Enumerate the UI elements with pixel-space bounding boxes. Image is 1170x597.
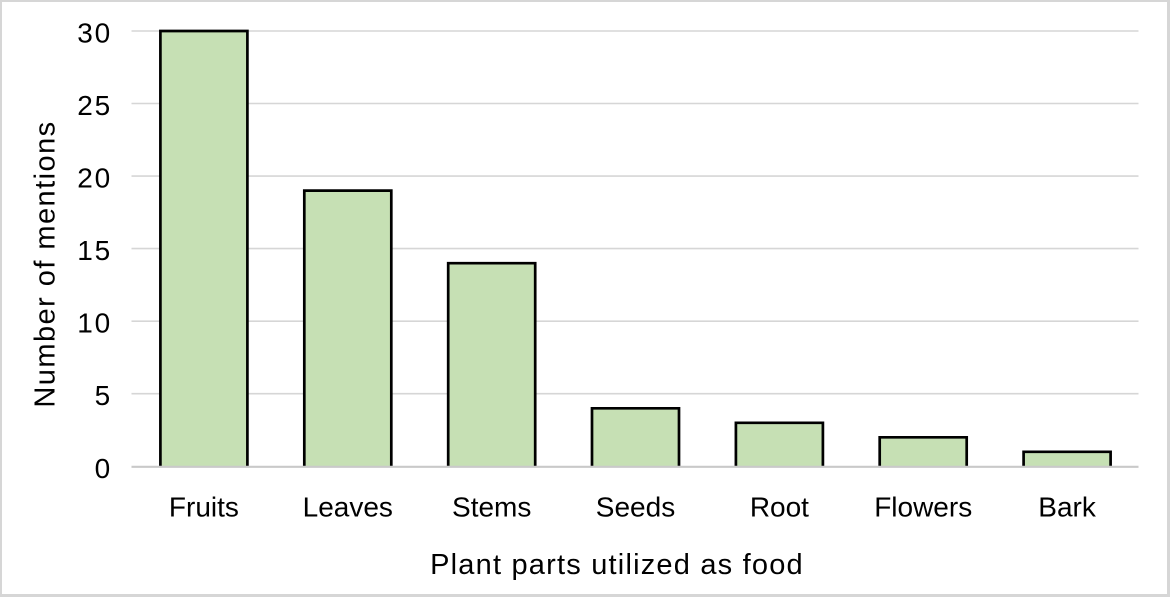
svg-text:Plant parts utilized as food: Plant parts utilized as food	[430, 549, 804, 581]
svg-text:Bark: Bark	[1038, 492, 1097, 523]
svg-text:Number of mentions: Number of mentions	[30, 120, 62, 407]
svg-text:5: 5	[95, 380, 112, 411]
svg-text:30: 30	[77, 18, 112, 49]
svg-text:Seeds: Seeds	[596, 492, 675, 523]
svg-text:25: 25	[77, 90, 112, 121]
svg-text:15: 15	[77, 235, 112, 266]
svg-text:0: 0	[95, 453, 112, 484]
svg-text:10: 10	[77, 308, 112, 339]
svg-text:Root: Root	[750, 492, 809, 523]
svg-text:Leaves: Leaves	[303, 492, 393, 523]
svg-text:20: 20	[77, 163, 112, 194]
svg-text:Fruits: Fruits	[169, 492, 239, 523]
svg-text:Stems: Stems	[452, 492, 531, 523]
svg-text:Flowers: Flowers	[874, 492, 972, 523]
